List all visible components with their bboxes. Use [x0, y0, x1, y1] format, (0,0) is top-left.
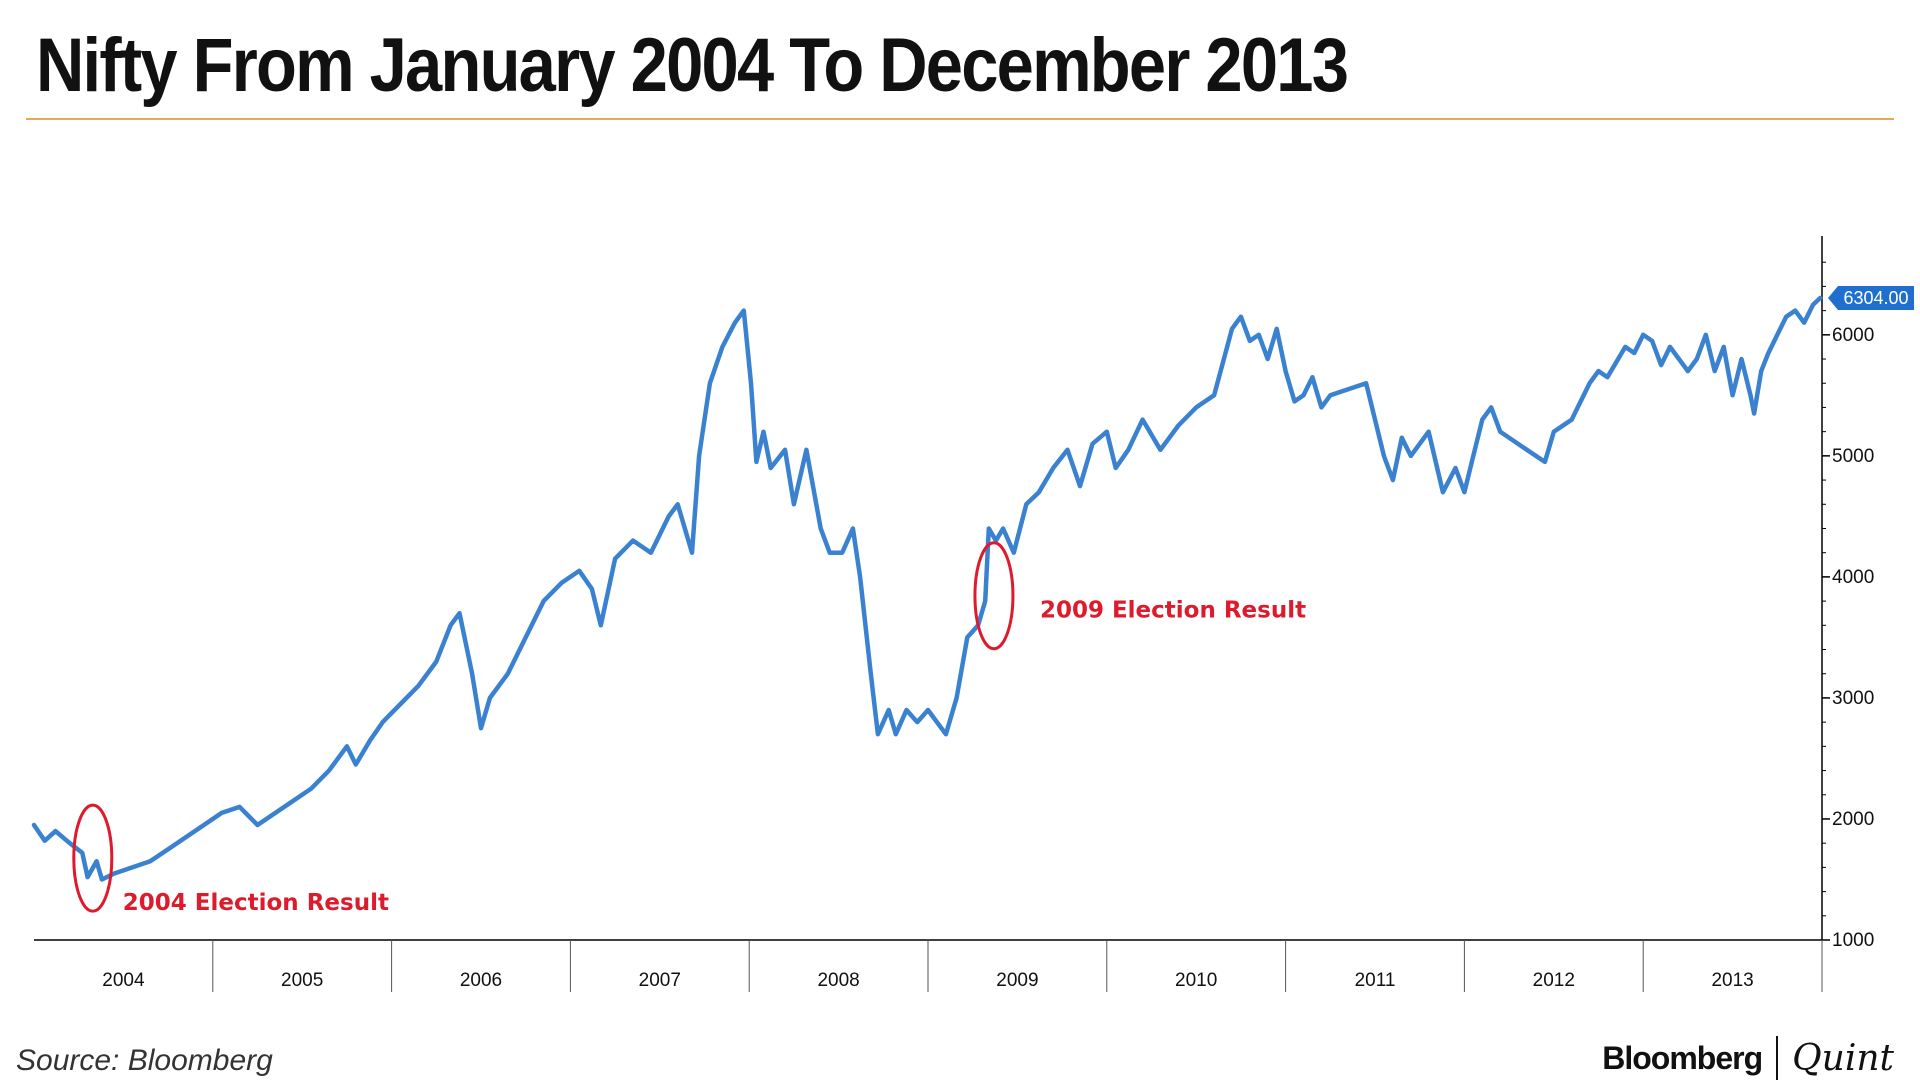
y-tick-label: 5000	[1832, 446, 1874, 467]
x-tick-label: 2008	[817, 970, 859, 991]
x-tick-label: 2010	[1175, 970, 1217, 991]
x-tick-label: 2013	[1711, 970, 1753, 991]
annotation-2004-label: 2004 Election Result	[123, 890, 389, 916]
last-value-label: 6304.00	[1843, 288, 1908, 308]
page-title: Nifty From January 2004 To December 2013	[36, 23, 1349, 108]
y-tick-label: 6000	[1832, 325, 1874, 346]
annotation-2009-label: 2009 Election Result	[1040, 598, 1306, 624]
annotation-2004-ellipse	[72, 803, 114, 913]
x-tick-label: 2011	[1355, 970, 1396, 991]
x-tick-label: 2007	[639, 970, 681, 991]
source-note: Source: Bloomberg	[16, 1044, 273, 1077]
y-tick-label: 3000	[1832, 688, 1874, 709]
y-tick-label: 1000	[1832, 930, 1874, 951]
nifty-series-line	[31, 295, 1823, 882]
brand-logo: Bloomberg Quint	[1602, 1036, 1894, 1080]
x-tick-label: 2006	[460, 970, 502, 991]
y-tick-label: 2000	[1832, 809, 1874, 830]
last-value-badge	[1828, 286, 1914, 311]
brand-separator	[1776, 1036, 1779, 1080]
x-tick-label: 2012	[1533, 970, 1575, 991]
brand-secondary: Quint	[1792, 1037, 1894, 1079]
x-tick-label: 2005	[281, 970, 323, 991]
x-tick-label: 2009	[996, 970, 1038, 991]
y-tick-label: 4000	[1832, 567, 1874, 588]
x-tick-label: 2004	[102, 970, 145, 991]
annotation-2009-ellipse	[973, 541, 1015, 651]
brand-primary: Bloomberg	[1602, 1039, 1763, 1076]
title-divider	[26, 118, 1894, 120]
